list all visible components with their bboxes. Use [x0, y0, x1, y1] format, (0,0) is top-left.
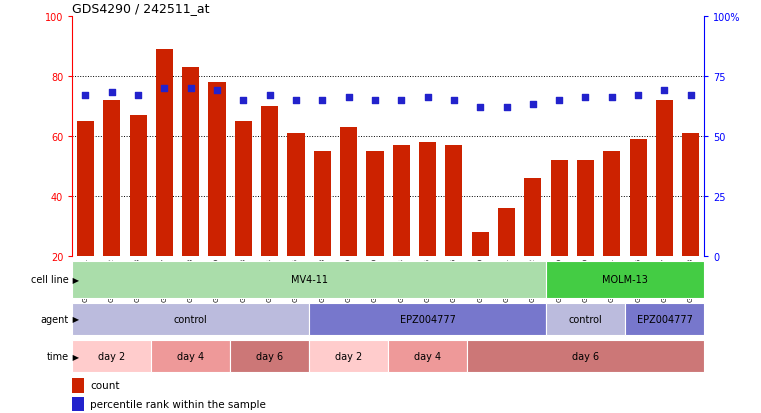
Point	[658, 88, 670, 94]
Point	[447, 97, 460, 104]
Bar	[309, 303, 546, 335]
Bar	[182, 67, 199, 256]
Bar	[546, 262, 704, 298]
Point	[342, 95, 355, 101]
Bar	[288, 133, 304, 256]
Bar	[156, 50, 173, 256]
Bar	[314, 151, 331, 256]
Point	[527, 102, 539, 109]
Point	[158, 85, 170, 92]
Point	[369, 97, 381, 104]
Bar	[235, 121, 252, 256]
Point	[79, 92, 91, 99]
Text: day 2: day 2	[98, 351, 126, 361]
Bar	[129, 115, 147, 256]
Bar	[551, 160, 568, 256]
Bar	[261, 106, 279, 256]
Bar	[577, 160, 594, 256]
Bar	[209, 82, 225, 256]
Point	[317, 97, 329, 104]
Point	[422, 95, 434, 101]
Text: day 6: day 6	[572, 351, 599, 361]
Bar	[656, 100, 673, 256]
Bar	[629, 139, 647, 256]
Text: time: time	[46, 351, 68, 361]
Bar	[231, 340, 309, 373]
Bar	[366, 151, 384, 256]
Point	[579, 95, 591, 101]
Text: control: control	[568, 314, 603, 324]
Point	[395, 97, 407, 104]
Text: ▶: ▶	[70, 352, 79, 361]
Text: ▶: ▶	[70, 315, 79, 323]
Bar	[393, 145, 410, 256]
Point	[132, 92, 144, 99]
Bar	[524, 178, 541, 256]
Point	[263, 92, 275, 99]
Text: day 2: day 2	[335, 351, 362, 361]
Point	[237, 97, 250, 104]
Bar	[603, 151, 620, 256]
Bar	[309, 340, 388, 373]
Point	[553, 97, 565, 104]
Point	[211, 88, 223, 94]
Text: percentile rank within the sample: percentile rank within the sample	[90, 399, 266, 409]
Bar	[546, 303, 625, 335]
Point	[185, 85, 197, 92]
Text: day 4: day 4	[414, 351, 441, 361]
Bar	[151, 340, 231, 373]
Bar	[72, 397, 84, 411]
Bar	[340, 127, 357, 256]
Point	[474, 104, 486, 111]
Bar	[72, 303, 309, 335]
Bar	[72, 340, 151, 373]
Text: MV4-11: MV4-11	[291, 275, 328, 285]
Text: day 4: day 4	[177, 351, 204, 361]
Bar	[72, 262, 546, 298]
Bar	[467, 340, 704, 373]
Text: GDS4290 / 242511_at: GDS4290 / 242511_at	[72, 2, 210, 15]
Text: ▶: ▶	[70, 275, 79, 284]
Text: count: count	[90, 380, 119, 390]
Bar	[445, 145, 463, 256]
Bar	[77, 121, 94, 256]
Bar	[419, 142, 436, 256]
Bar	[682, 133, 699, 256]
Point	[632, 92, 645, 99]
Text: MOLM-13: MOLM-13	[602, 275, 648, 285]
Bar	[472, 232, 489, 256]
Bar	[625, 303, 704, 335]
Bar	[72, 378, 84, 392]
Point	[501, 104, 513, 111]
Text: EPZ004777: EPZ004777	[636, 314, 693, 324]
Text: control: control	[174, 314, 208, 324]
Text: day 6: day 6	[256, 351, 283, 361]
Text: agent: agent	[40, 314, 68, 324]
Point	[290, 97, 302, 104]
Bar	[388, 340, 467, 373]
Point	[606, 95, 618, 101]
Point	[685, 92, 697, 99]
Point	[106, 90, 118, 97]
Bar	[498, 208, 515, 256]
Text: cell line: cell line	[30, 275, 68, 285]
Text: EPZ004777: EPZ004777	[400, 314, 456, 324]
Bar	[103, 100, 120, 256]
